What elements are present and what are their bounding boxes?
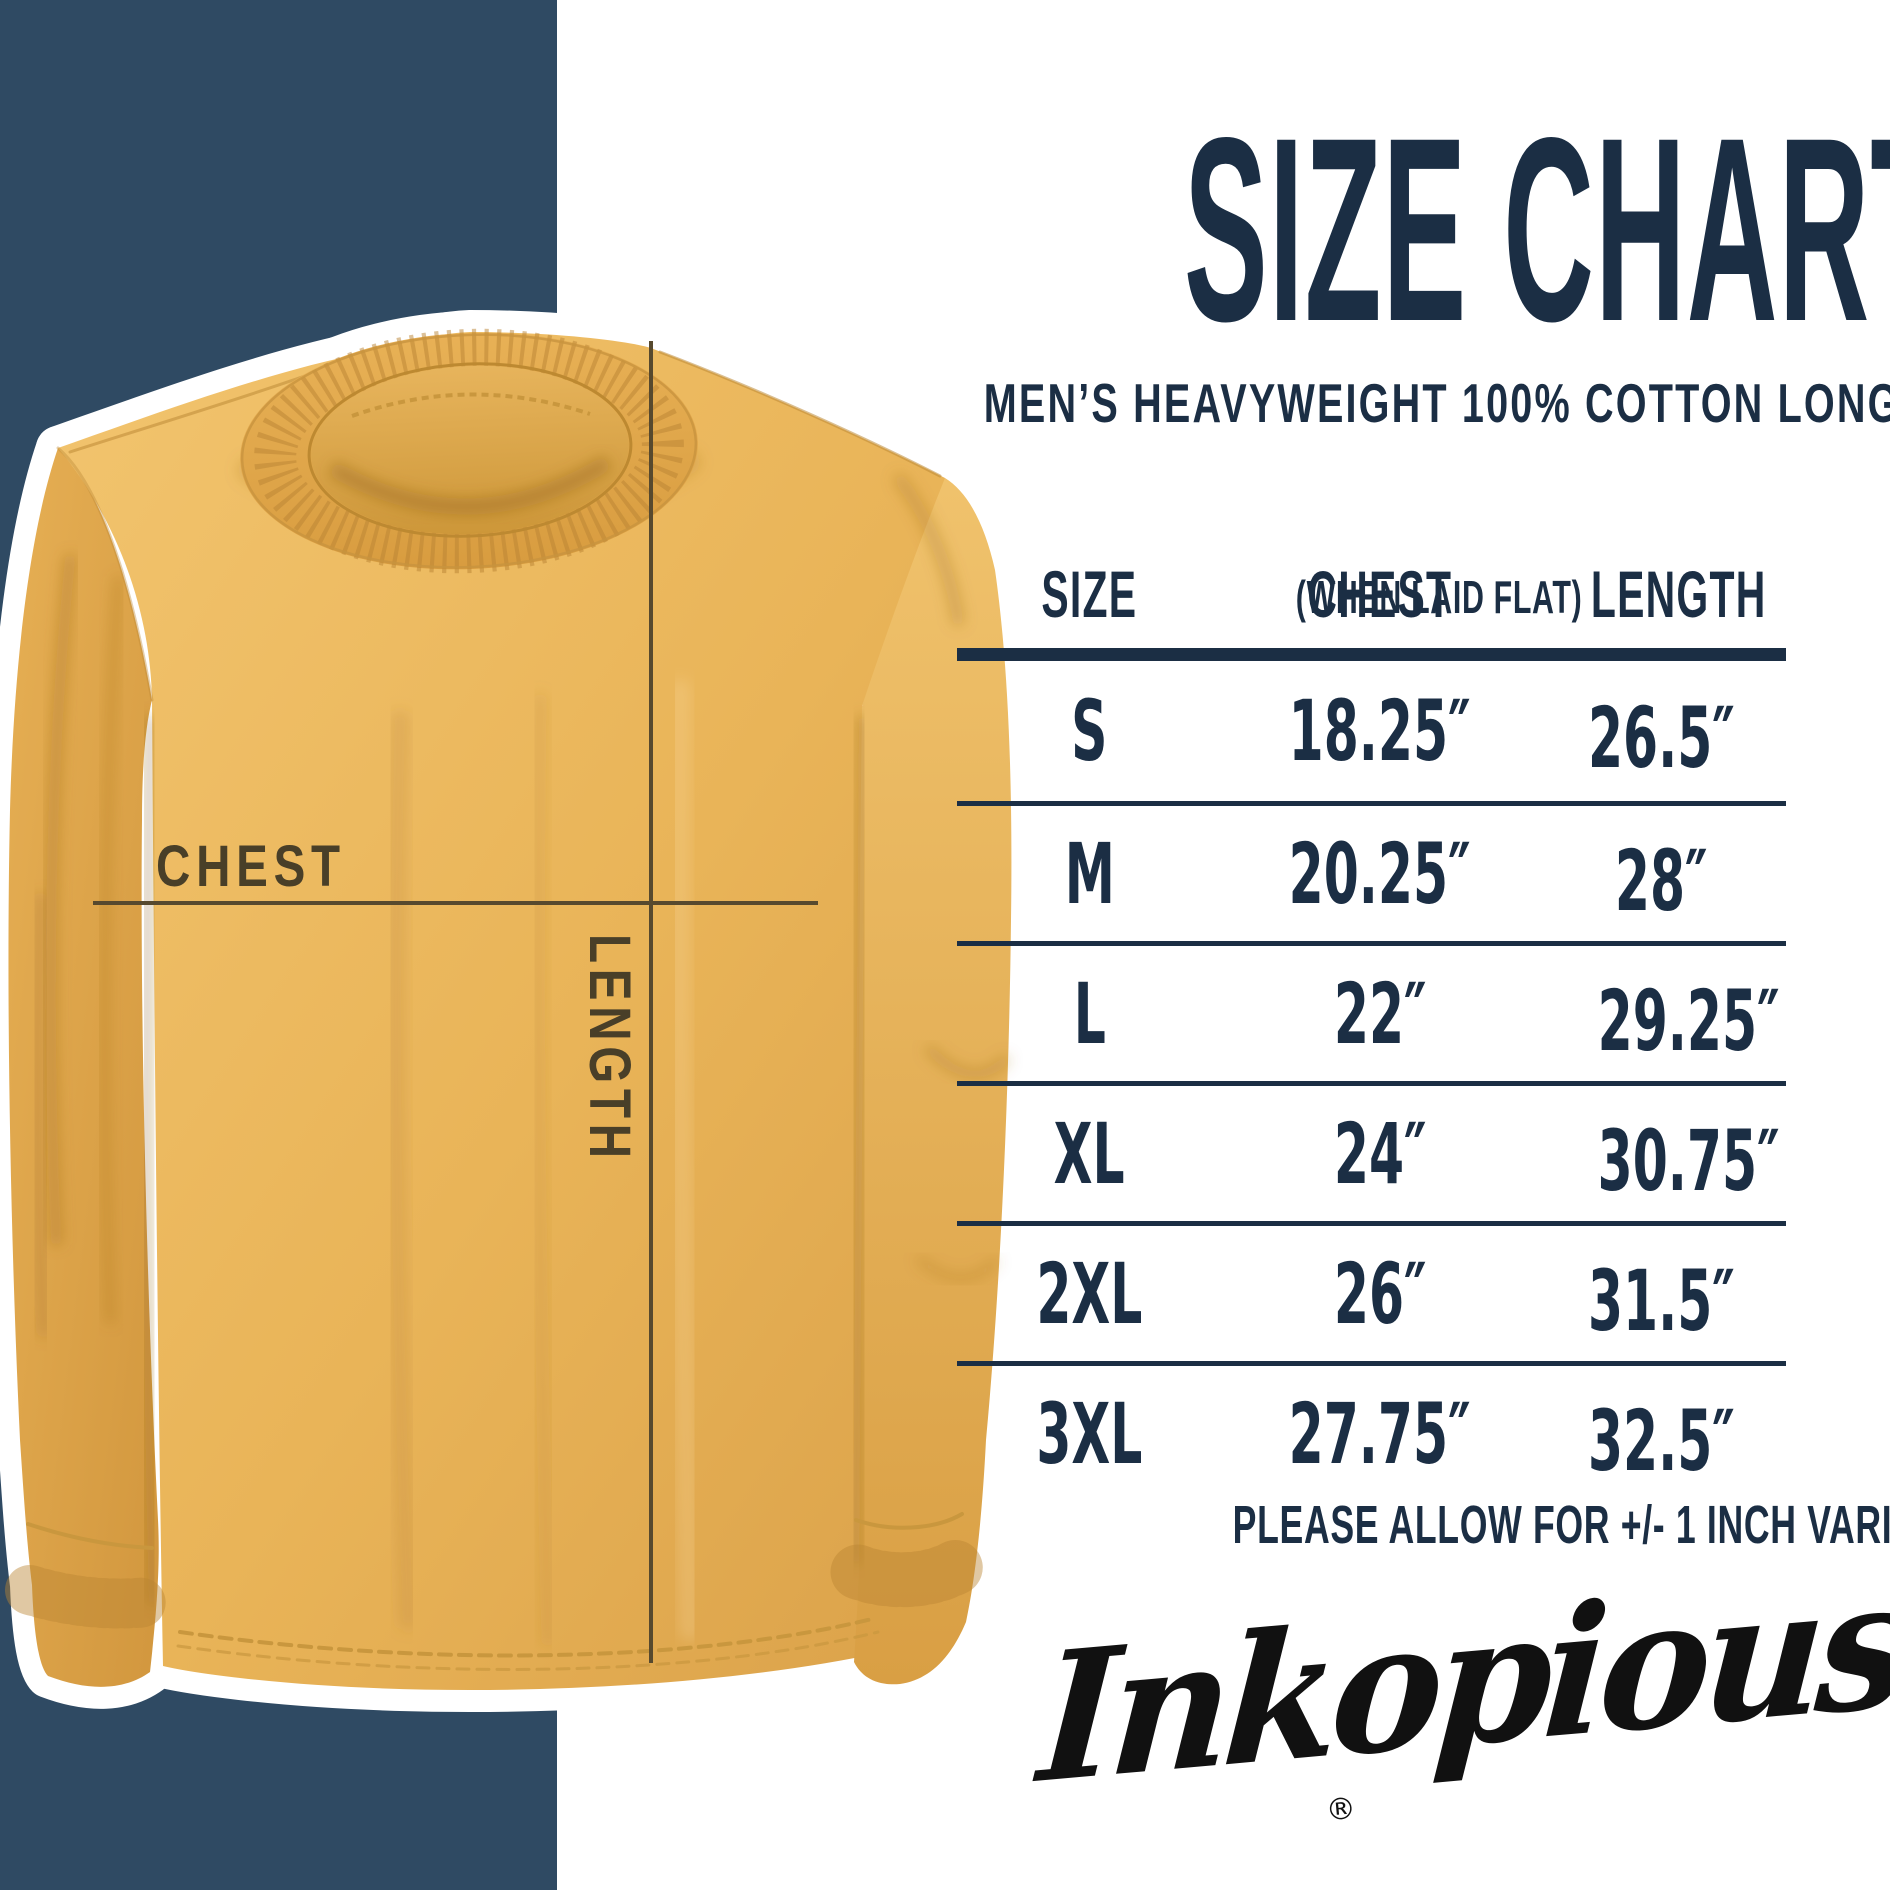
table-row: XL 24″ 30.75″ (957, 1081, 1786, 1221)
cell-chest: 18.25″ (1288, 682, 1471, 780)
cell-chest: 27.75″ (1288, 1384, 1471, 1483)
page-title-text: SIZE CHART (1183, 83, 1890, 376)
cell-length: 31.5″ (1588, 1251, 1736, 1350)
page-subtitle: MEN’S HEAVYWEIGHT 100% COTTON LONG SLEEV… (770, 376, 1890, 431)
measurement-overlay: CHEST LENGTH (93, 341, 818, 1663)
inkopious-logo: Inkopious® (1010, 1539, 1890, 1888)
shirt-body (58, 332, 945, 1691)
cell-length: 30.75″ (1597, 1111, 1780, 1210)
cell-size: XL (1054, 1104, 1126, 1203)
column-header-length: LENGTH (1591, 557, 1767, 631)
cell-length: 28″ (1615, 831, 1708, 930)
column-header-chest-subnote: (WHEN LAID FLAT) (1296, 571, 1583, 623)
table-row: L 22″ 29.25″ (957, 941, 1786, 1081)
cell-size: 3XL (1036, 1384, 1143, 1483)
variance-note-text: PLEASE ALLOW FOR +/- 1 INCH VARIANCE IN … (1232, 1495, 1890, 1555)
column-header-chest: CHEST (1307, 557, 1453, 631)
cell-chest: 20.25″ (1288, 824, 1471, 923)
shirt-shading (29, 450, 1010, 1647)
table-row: M 20.25″ 28″ (957, 801, 1786, 941)
cell-length: 26.5″ (1588, 689, 1736, 787)
table-row: S 18.25″ 26.5″ (957, 661, 1786, 801)
cell-chest: 22″ (1333, 964, 1427, 1063)
shirt-right-sleeve (854, 478, 1012, 1685)
shirt-seams (5, 350, 986, 1671)
cell-length: 29.25″ (1597, 971, 1780, 1070)
table-row: 3XL 27.75″ 32.5″ (957, 1361, 1786, 1501)
shirt-left-sleeve (8, 448, 159, 1687)
chest-measure-label: CHEST (156, 835, 346, 900)
variance-note: PLEASE ALLOW FOR +/- 1 INCH VARIANCE IN … (1000, 1498, 1890, 1552)
column-header-size: SIZE (1041, 557, 1138, 631)
shirt-collar (240, 328, 698, 574)
cell-length: 32.5″ (1588, 1391, 1736, 1490)
cell-size: L (1073, 964, 1106, 1063)
cell-chest: 24″ (1333, 1104, 1427, 1203)
cell-size: S (1071, 682, 1108, 780)
table-row: 2XL 26″ 31.5″ (957, 1221, 1786, 1361)
cell-chest: 26″ (1333, 1244, 1427, 1343)
cell-size: 2XL (1036, 1244, 1143, 1343)
registered-trademark-icon: ® (1324, 1790, 1358, 1829)
page-title: SIZE CHART (770, 98, 1890, 360)
table-header-rule (957, 648, 1786, 661)
length-measure-label: LENGTH (577, 934, 642, 1164)
page-subtitle-text: MEN’S HEAVYWEIGHT 100% COTTON LONG SLEEV… (983, 372, 1890, 434)
size-table: SIZE CHEST LENGTH (WHEN LAID FLAT) S 18.… (957, 496, 1786, 1501)
size-table-header: SIZE CHEST LENGTH (957, 496, 1786, 631)
cell-size: M (1064, 824, 1115, 923)
